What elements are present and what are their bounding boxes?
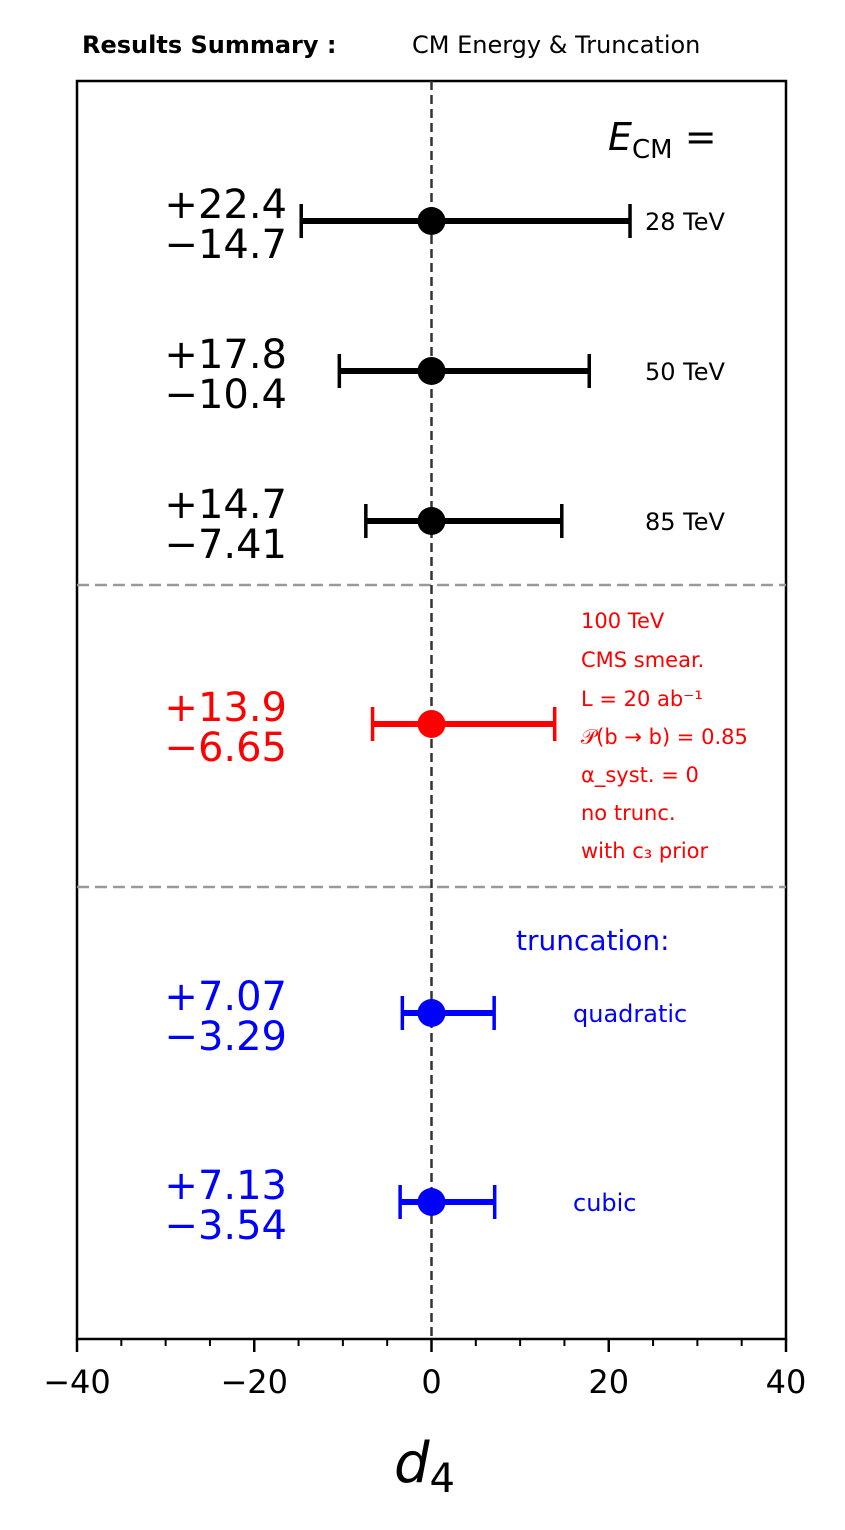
error-minus-label: −6.65 [164, 725, 287, 771]
errorbar-point-baseline: +13.9 −6.65 [164, 685, 557, 771]
note-prior: with c₃ prior [581, 839, 709, 863]
note-energy: 100 TeV [581, 609, 665, 633]
errorbar-point-cubic: +7.13 −3.54 cubic [164, 1163, 636, 1249]
category-label: 28 TeV [645, 208, 726, 236]
category-label: cubic [573, 1189, 637, 1217]
errorbar-marker [417, 999, 446, 1027]
error-plus-label: +7.13 [164, 1163, 287, 1209]
truncation-header: truncation: [516, 924, 670, 957]
errorbar-marker [417, 1188, 446, 1216]
chart-title: CM Energy & Truncation [412, 31, 700, 59]
error-minus-label: −3.54 [164, 1203, 287, 1249]
error-minus-label: −7.41 [164, 522, 287, 568]
baseline-notes: 100 TeV CMS smear. L = 20 ab⁻¹ 𝒫(b → b) … [581, 609, 748, 863]
note-smearing: CMS smear. [581, 648, 704, 672]
errorbar-point-quadratic: +7.07 −3.29 quadratic [164, 974, 687, 1060]
x-tick-label: −40 [43, 1363, 111, 1401]
errorbar-marker [417, 207, 446, 235]
error-plus-label: +13.9 [164, 685, 287, 731]
errorbar-marker [417, 357, 446, 385]
category-label: quadratic [573, 1000, 687, 1028]
note-truncation: no trunc. [581, 801, 676, 825]
errorbar-point-50tev: +17.8 −10.4 50 TeV [164, 332, 725, 418]
error-plus-label: +22.4 [164, 182, 287, 228]
x-tick-label: 0 [421, 1363, 441, 1401]
x-tick-label: −20 [220, 1363, 288, 1401]
errorbar-point-28tev: +22.4 −14.7 28 TeV [164, 182, 725, 268]
category-label: 50 TeV [645, 358, 726, 386]
x-tick-label: 40 [766, 1363, 807, 1401]
category-label: 85 TeV [645, 508, 726, 536]
errorbar-point-85tev: +14.7 −7.41 85 TeV [164, 482, 725, 568]
error-plus-label: +7.07 [164, 974, 287, 1020]
x-tick-label: 20 [588, 1363, 629, 1401]
error-minus-label: −3.29 [164, 1014, 287, 1060]
errorbar-marker [417, 710, 446, 738]
note-btag: 𝒫(b → b) = 0.85 [581, 725, 748, 749]
note-systematics: α_syst. = 0 [581, 763, 699, 788]
error-minus-label: −10.4 [164, 372, 287, 418]
note-luminosity: L = 20 ab⁻¹ [581, 687, 703, 711]
error-minus-label: −14.7 [164, 222, 287, 268]
error-plus-label: +14.7 [164, 482, 287, 528]
errorbar-marker [417, 507, 446, 535]
error-plus-label: +17.8 [164, 332, 287, 378]
chart-title-bold: Results Summary : [82, 31, 336, 59]
x-axis: −40 −20 0 20 40 [43, 1339, 806, 1401]
ecm-header: ECM = [608, 115, 717, 165]
x-axis-label: d4 [394, 1431, 455, 1502]
